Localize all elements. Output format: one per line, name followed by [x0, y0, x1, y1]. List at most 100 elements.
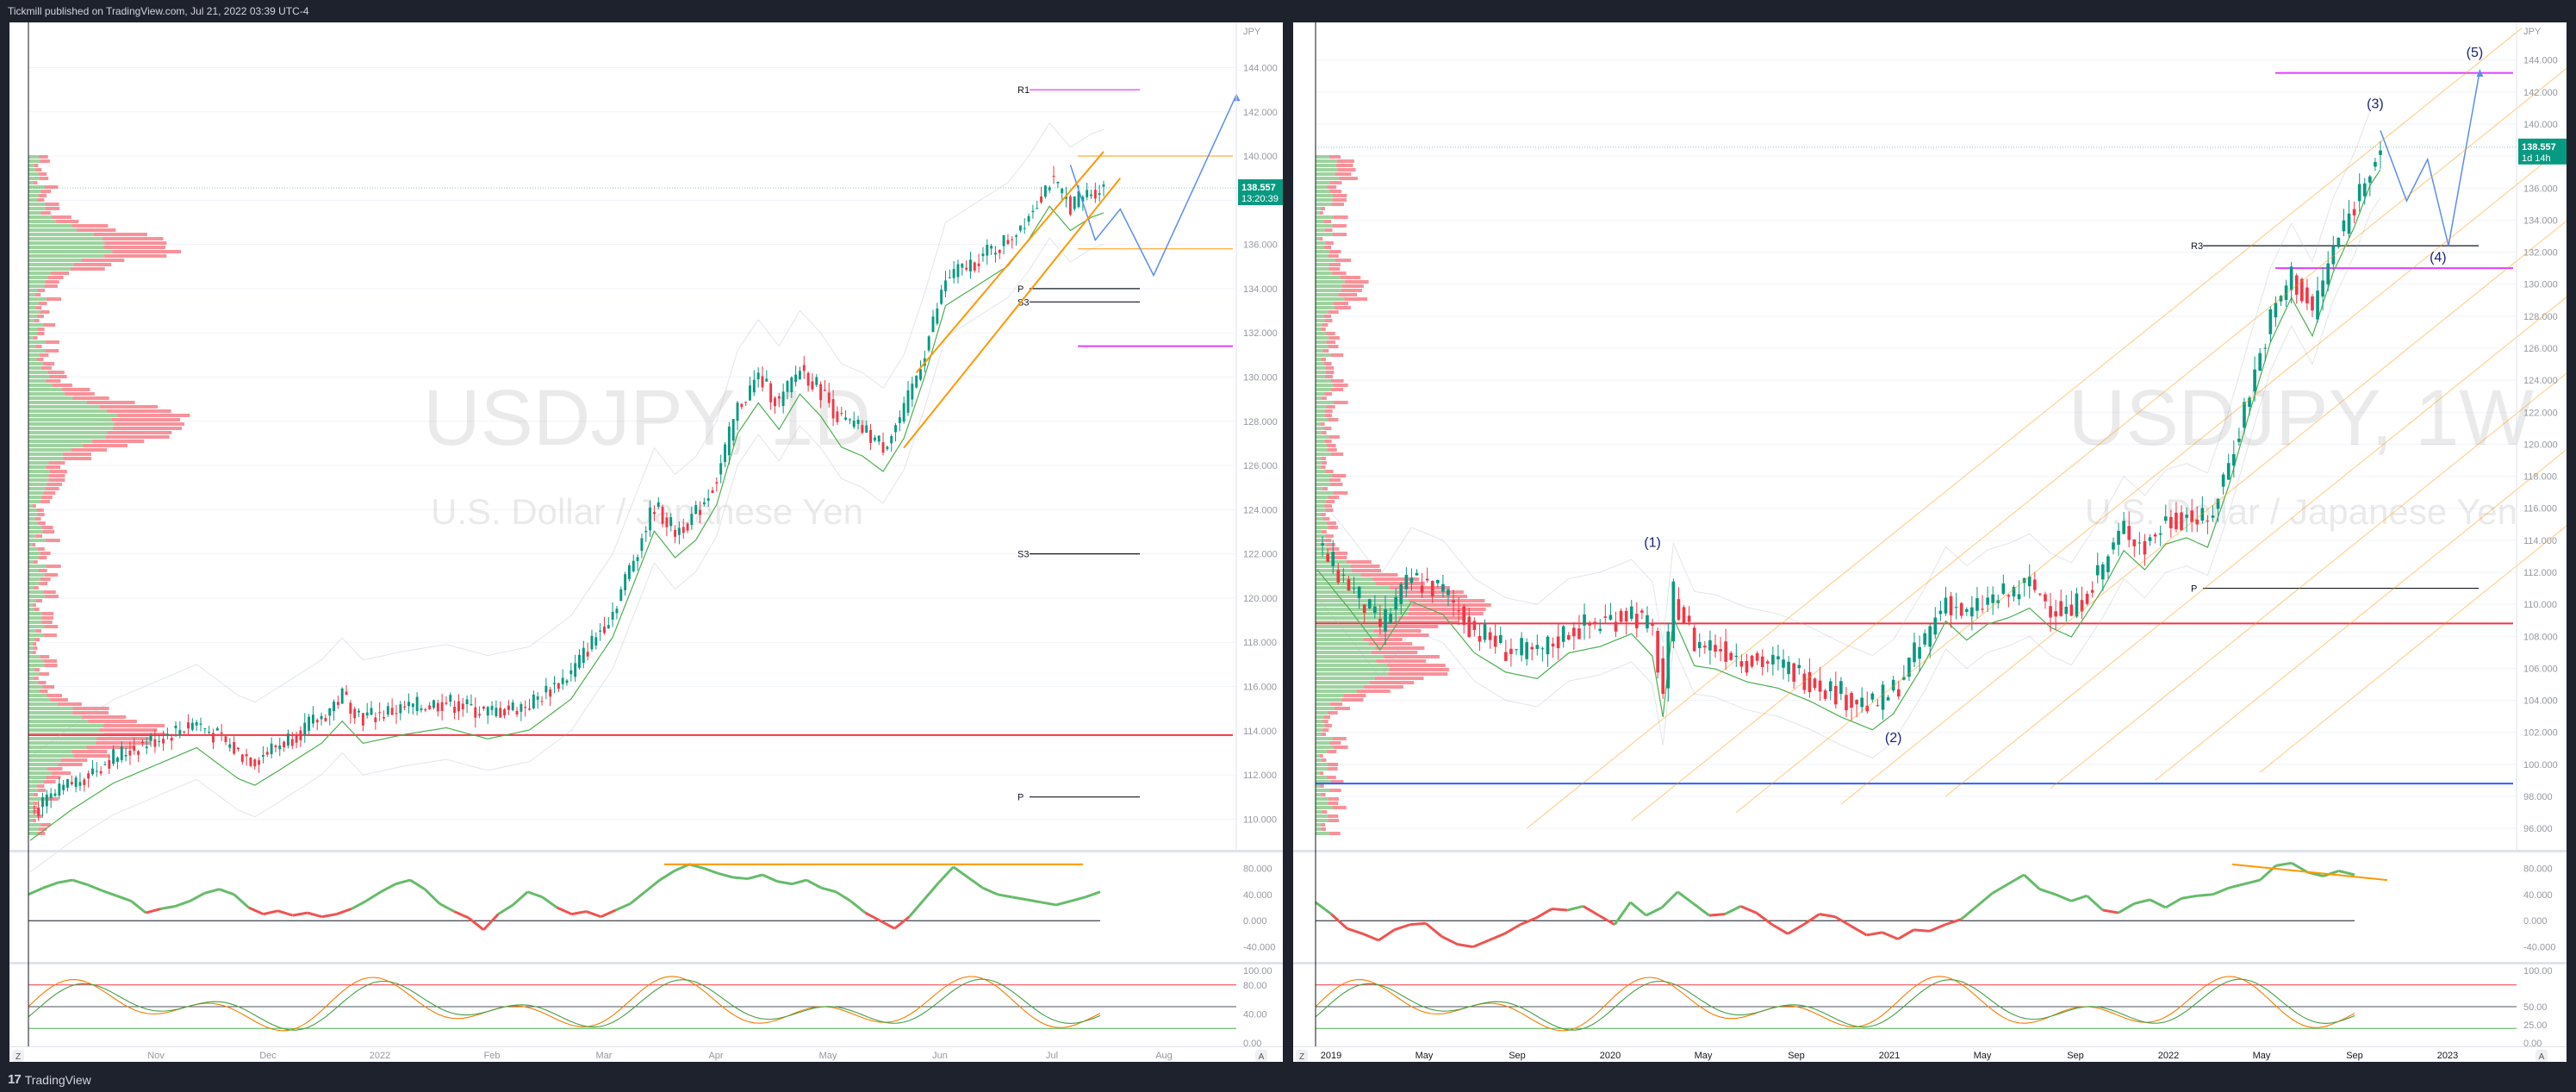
profile-bar-sell: [1325, 509, 1334, 512]
profile-bar-sell: [1332, 224, 1347, 228]
profile-bar-sell: [65, 392, 95, 396]
profile-bar-sell: [36, 509, 44, 512]
profile-bar-sell: [56, 220, 79, 223]
profile-bar-sell: [32, 819, 36, 822]
candle-body: [2153, 534, 2157, 537]
rsi-segment: [1834, 915, 1852, 927]
profile-bar-sell: [1324, 427, 1332, 430]
candle-body: [582, 647, 585, 664]
tradingview-brand[interactable]: 17 TradingView: [8, 1072, 91, 1087]
profile-bar-sell: [1356, 690, 1391, 693]
candle-body: [1970, 607, 1974, 617]
profile-bar-sell: [1328, 711, 1338, 714]
currency-label: JPY: [2523, 27, 2542, 37]
candle-body: [1373, 606, 1377, 614]
profile-bar-buy: [1316, 651, 1372, 654]
profile-bar-buy: [1316, 207, 1322, 210]
price-tick-label: 120.000: [2523, 440, 2558, 450]
candle-body: [781, 391, 785, 407]
candle-body: [769, 383, 773, 402]
candle-body: [90, 768, 94, 775]
price-tick-label: 114.000: [1243, 727, 1277, 737]
profile-bar-buy: [1316, 323, 1322, 327]
profile-bar-buy: [1316, 345, 1328, 348]
weekly-chart-svg[interactable]: USDJPY, 1W U.S. Dollar / Japanese Yen R3 P (…: [1293, 22, 2567, 1062]
price-tick-label: 126.000: [1243, 461, 1278, 471]
profile-bar-sell: [1328, 802, 1339, 805]
candle-body: [2163, 516, 2168, 521]
profile-bar-sell: [1333, 194, 1347, 197]
profile-bar-buy: [28, 302, 39, 305]
profile-bar-sell: [41, 496, 53, 499]
profile-bar-buy: [1316, 474, 1333, 477]
candle-body: [861, 425, 864, 434]
rsi-segment: [1724, 905, 1742, 915]
candle-body: [395, 713, 398, 714]
candle-body: [1447, 590, 1450, 596]
profile-bar-sell: [34, 668, 40, 671]
time-axis-label: May: [2253, 1051, 2271, 1061]
rsi-tick-label: 40.000: [2523, 890, 2553, 901]
candle-body: [2362, 183, 2367, 197]
profile-bar-sell: [58, 702, 82, 706]
profile-bar-buy: [1316, 310, 1328, 314]
profile-bar-sell: [46, 465, 60, 469]
chart-pane-weekly[interactable]: USDJPY, 1W U.S. Dollar / Japanese Yen R3 P (…: [1293, 22, 2567, 1062]
pane-separator: [1293, 962, 2567, 964]
candle-body: [1415, 572, 1419, 576]
profile-bar-buy: [1316, 198, 1333, 202]
candle-body: [1808, 671, 1812, 693]
last-price-badge: [2518, 138, 2567, 165]
profile-bar-buy: [28, 612, 43, 615]
candle-body: [2342, 220, 2346, 232]
candle-body: [2321, 280, 2324, 297]
rsi-segment: [248, 906, 264, 915]
candle-body: [1384, 608, 1387, 632]
candle-body: [1394, 596, 1398, 610]
profile-bar-buy: [1316, 246, 1324, 249]
candle-body: [1938, 610, 1943, 615]
profile-bar-sell: [39, 690, 48, 693]
rsi-segment: [1755, 911, 1773, 926]
profile-bar-buy: [28, 340, 46, 344]
profile-bar-buy: [1316, 539, 1325, 542]
profile-bar-sell: [1319, 211, 1323, 215]
candle-body: [2258, 353, 2262, 371]
candle-body: [1666, 631, 1671, 689]
daily-chart-svg[interactable]: USDJPY, 1DU.S. Dollar / Japanese YenR1PS…: [9, 22, 1283, 1062]
profile-bar-sell: [88, 720, 137, 723]
profile-bar-sell: [60, 758, 88, 762]
profile-bar-buy: [28, 224, 72, 228]
profile-bar-sell: [1322, 720, 1328, 723]
pitchfork-line: [2155, 448, 2567, 781]
rsi-segment: [820, 886, 837, 894]
rsi-segment: [439, 902, 455, 913]
profile-bar-sell: [1335, 164, 1353, 167]
price-tick-label: 122.000: [2523, 408, 2558, 418]
candle-body: [2357, 184, 2361, 202]
rsi-segment: [1646, 906, 1663, 917]
profile-bar-sell: [1340, 276, 1361, 279]
stoch-tick-label: 0.00: [2523, 1039, 2542, 1049]
price-tick-label: 110.000: [1243, 814, 1277, 825]
rsi-segment: [1913, 928, 1930, 933]
candle-body: [1619, 610, 1623, 622]
candle-body: [1572, 627, 1576, 637]
profile-bar-buy: [28, 293, 35, 296]
candle-body: [1546, 636, 1550, 655]
profile-bar-buy: [1316, 241, 1326, 245]
rsi-segment: [160, 905, 176, 910]
price-tick-label: 140.000: [2523, 120, 2558, 130]
candle-body: [674, 529, 677, 537]
chart-pane-daily[interactable]: USDJPY, 1D U.S. Dollar / Japanese Yen R1 P S…: [9, 22, 1283, 1062]
profile-bar-sell: [1398, 595, 1468, 598]
profile-bar-sell: [1341, 698, 1364, 702]
rsi-tick-label: 0.000: [2523, 916, 2548, 927]
profile-bar-sell: [1341, 289, 1362, 292]
price-tick-label: 128.000: [1243, 417, 1278, 427]
profile-bar-sell: [1376, 659, 1427, 663]
profile-bar-sell: [33, 336, 38, 340]
profile-bar-sell: [1329, 250, 1341, 253]
candle-body: [233, 742, 236, 754]
candle-body: [187, 722, 190, 729]
